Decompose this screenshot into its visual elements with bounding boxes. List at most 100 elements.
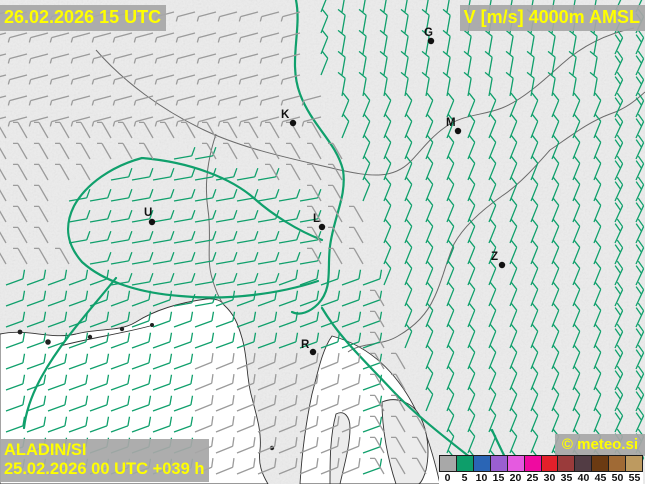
wind-barb xyxy=(614,260,624,286)
wind-barb xyxy=(299,395,319,412)
wind-barb xyxy=(49,74,70,85)
wind-barb xyxy=(320,332,341,349)
wind-barb xyxy=(55,247,70,265)
wind-barb xyxy=(175,11,196,22)
wind-barb xyxy=(400,8,409,34)
wind-barb xyxy=(614,386,624,412)
wind-barb xyxy=(26,290,47,307)
wind-barb xyxy=(68,209,91,223)
wind-barb xyxy=(299,311,320,328)
wind-barb xyxy=(278,458,298,475)
wind-barb xyxy=(89,269,110,286)
wind-barb xyxy=(173,272,196,286)
wind-barb xyxy=(112,74,133,85)
city-dot xyxy=(318,223,326,231)
wind-barb xyxy=(257,353,277,370)
wind-barb xyxy=(404,323,413,349)
wind-barb xyxy=(614,302,624,328)
wind-barb xyxy=(370,436,385,454)
wind-barb xyxy=(5,332,26,349)
wind-barb xyxy=(278,395,298,412)
wind-barb xyxy=(421,50,430,76)
wind-barb xyxy=(131,374,152,391)
legend-swatch xyxy=(507,456,525,471)
wind-barb xyxy=(91,95,112,106)
wind-barb xyxy=(47,311,68,328)
wind-barb xyxy=(110,209,133,223)
wind-barb xyxy=(307,163,322,181)
wind-barb xyxy=(257,437,277,454)
wind-barb xyxy=(328,142,343,160)
wind-barb xyxy=(244,142,259,160)
wind-barb xyxy=(257,332,278,349)
wind-barb xyxy=(70,74,91,85)
legend-swatch xyxy=(490,456,508,471)
wind-barb xyxy=(391,457,406,475)
wind-barb xyxy=(173,146,196,160)
wind-barb xyxy=(173,251,196,265)
wind-barb xyxy=(341,395,361,412)
wind-barb xyxy=(635,323,645,349)
wind-barb xyxy=(278,374,298,391)
wind-barb xyxy=(97,121,112,139)
wind-barb xyxy=(280,11,301,22)
wind-barb xyxy=(280,53,301,64)
wind-barb xyxy=(118,121,133,139)
wind-barb xyxy=(257,251,280,265)
wind-barb xyxy=(370,373,385,391)
wind-barb xyxy=(89,209,112,223)
wind-barb xyxy=(278,353,298,370)
wind-barb xyxy=(194,416,214,433)
wind-barb xyxy=(568,29,577,55)
wind-barb xyxy=(55,121,70,139)
wind-barb xyxy=(278,332,299,349)
wind-barb xyxy=(13,205,28,223)
wind-barb xyxy=(635,29,645,55)
variable-label: V [m/s] 4000m AMSL xyxy=(459,5,645,31)
wind-barb xyxy=(202,142,217,160)
wind-barb xyxy=(236,332,257,349)
wind-barb xyxy=(181,121,196,139)
wind-barb xyxy=(257,230,280,244)
wind-barb xyxy=(13,142,28,160)
wind-barb xyxy=(299,353,319,370)
wind-barb xyxy=(215,332,236,349)
wind-barb xyxy=(68,353,89,370)
wind-barb xyxy=(278,188,301,202)
wind-barb xyxy=(425,386,434,412)
wind-barb xyxy=(194,293,217,307)
wind-barb xyxy=(131,290,152,307)
wind-barb xyxy=(236,395,256,412)
wind-barb xyxy=(379,0,388,13)
wind-barb xyxy=(131,167,154,181)
wind-barb xyxy=(341,332,362,349)
wind-barb xyxy=(173,416,194,433)
wind-barb xyxy=(34,163,49,181)
wind-barb xyxy=(173,332,194,349)
wind-barb xyxy=(152,395,173,412)
legend-swatch xyxy=(440,456,457,471)
wind-barb xyxy=(173,293,196,307)
wind-barb xyxy=(26,395,47,412)
wind-barb xyxy=(89,290,110,307)
wind-barb xyxy=(320,290,341,307)
model-run-label: ALADIN/SI 25.02.2026 00 UTC +039 h xyxy=(0,439,210,482)
wind-barb xyxy=(13,226,28,244)
wind-barb xyxy=(320,374,340,391)
wind-barb xyxy=(635,113,645,139)
city-dot xyxy=(498,261,506,269)
wind-barb xyxy=(614,29,624,55)
wind-barb xyxy=(131,209,154,223)
wind-barb xyxy=(614,281,624,307)
wind-barb xyxy=(236,251,259,265)
legend-swatch xyxy=(473,456,491,471)
wind-barb xyxy=(7,32,28,43)
legend-tick-labels: 0 5 10 15 20 25 30 35 40 45 50 55 xyxy=(439,472,643,484)
wind-barb xyxy=(589,71,598,97)
wind-barb xyxy=(194,332,215,349)
wind-barb xyxy=(236,437,256,454)
wind-barb xyxy=(7,53,28,64)
wind-barb xyxy=(362,176,371,202)
wind-barb xyxy=(341,290,362,307)
wind-barb xyxy=(320,311,341,328)
